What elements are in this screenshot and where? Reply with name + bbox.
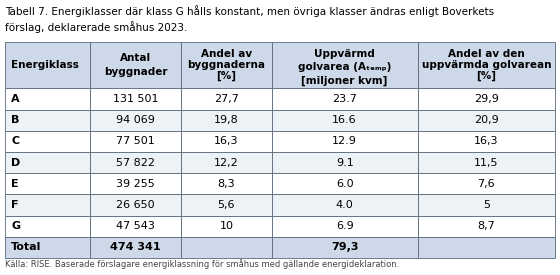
Bar [181,89,272,110]
Text: Energiklass: Energiklass [11,60,79,70]
Text: 16,3: 16,3 [474,136,498,146]
Text: 27,7: 27,7 [214,94,239,104]
Text: 26 650: 26 650 [116,200,155,210]
Text: 8,7: 8,7 [477,221,495,231]
Text: 12.9: 12.9 [332,136,357,146]
Text: 6.9: 6.9 [336,221,353,231]
Text: 19,8: 19,8 [214,115,239,125]
Bar [90,237,181,258]
Bar [90,110,181,131]
Text: E: E [11,179,18,189]
Bar [272,131,418,152]
Text: Källa: RISE. Baserade förslagare energiklassning för småhus med gällande energid: Källa: RISE. Baserade förslagare energik… [5,259,399,269]
Text: F: F [11,200,18,210]
Bar [272,173,418,194]
Text: Antal: Antal [120,53,151,63]
Text: 23.7: 23.7 [332,94,357,104]
Text: 20,9: 20,9 [474,115,498,125]
Bar [272,42,418,89]
Text: golvarea (Aₜₑₘₚ): golvarea (Aₜₑₘₚ) [298,62,391,72]
Bar [5,173,90,194]
Bar [90,42,181,89]
Text: 79,3: 79,3 [331,242,358,252]
Text: 16.6: 16.6 [332,115,357,125]
Bar [5,131,90,152]
Bar [181,194,272,216]
Bar [181,42,272,89]
Bar [181,152,272,173]
Text: 77 501: 77 501 [116,136,155,146]
Bar [418,173,555,194]
Bar [5,89,90,110]
Text: C: C [11,136,19,146]
Text: A: A [11,94,20,104]
Bar [181,237,272,258]
Bar [5,194,90,216]
Bar [90,173,181,194]
Text: 47 543: 47 543 [116,221,155,231]
Bar [418,152,555,173]
Bar [181,131,272,152]
Bar [90,194,181,216]
Bar [272,110,418,131]
Bar [418,42,555,89]
Text: Andel av: Andel av [201,49,252,59]
Text: 6.0: 6.0 [336,179,353,189]
Text: Total: Total [11,242,41,252]
Bar [90,89,181,110]
Bar [418,110,555,131]
Bar [272,152,418,173]
Text: 474 341: 474 341 [110,242,161,252]
Text: [miljoner kvm]: [miljoner kvm] [301,75,388,86]
Bar [181,216,272,237]
Bar [418,237,555,258]
Text: byggnaderna: byggnaderna [188,60,265,70]
Text: D: D [11,158,20,168]
Bar [418,194,555,216]
Bar [5,42,90,89]
Bar [5,152,90,173]
Bar [5,216,90,237]
Bar [90,216,181,237]
Bar [418,89,555,110]
Text: B: B [11,115,20,125]
Text: G: G [11,221,20,231]
Text: 94 069: 94 069 [116,115,155,125]
Bar [90,152,181,173]
Text: 4.0: 4.0 [336,200,353,210]
Bar [181,173,272,194]
Text: 16,3: 16,3 [214,136,239,146]
Text: 5,6: 5,6 [218,200,235,210]
Bar [272,89,418,110]
Text: Uppvärmd: Uppvärmd [314,49,375,59]
Text: 7,6: 7,6 [478,179,495,189]
Text: 39 255: 39 255 [116,179,155,189]
Text: 5: 5 [483,200,490,210]
Bar [272,194,418,216]
Bar [418,131,555,152]
Text: 131 501: 131 501 [113,94,158,104]
Bar [5,110,90,131]
Text: byggnader: byggnader [104,67,167,78]
Text: 9.1: 9.1 [336,158,353,168]
Text: 57 822: 57 822 [116,158,155,168]
Text: [%]: [%] [476,71,496,81]
Bar [90,131,181,152]
Text: 12,2: 12,2 [214,158,239,168]
Text: Tabell 7. Energiklasser där klass G hålls konstant, men övriga klasser ändras en: Tabell 7. Energiklasser där klass G håll… [5,5,494,33]
Text: 8,3: 8,3 [218,179,235,189]
Text: [%]: [%] [216,71,236,81]
Bar [418,216,555,237]
Text: 29,9: 29,9 [474,94,499,104]
Text: 10: 10 [220,221,234,231]
Bar [181,110,272,131]
Text: 11,5: 11,5 [474,158,498,168]
Text: Andel av den: Andel av den [448,49,525,59]
Bar [5,237,90,258]
Bar [272,216,418,237]
Text: uppvärmda golvarean: uppvärmda golvarean [422,60,551,70]
Bar [272,237,418,258]
